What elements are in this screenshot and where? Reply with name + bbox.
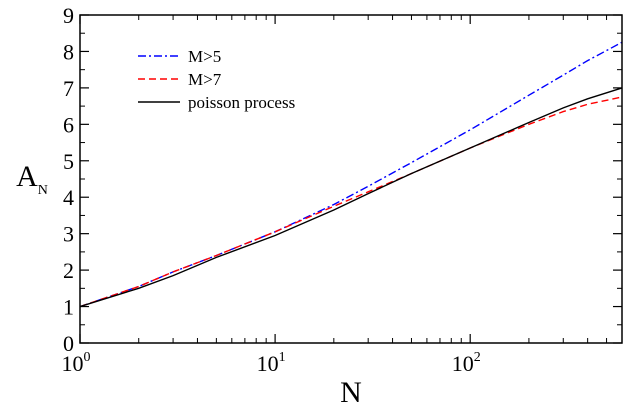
y-tick-label: 7 — [63, 76, 74, 101]
series-line-2 — [79, 96, 623, 308]
y-axis-label-subscript: N — [38, 183, 48, 198]
plot-frame — [79, 14, 623, 344]
y-tick-label: 6 — [63, 112, 74, 137]
y-tick-label: 9 — [63, 3, 74, 28]
legend-label-2: M>7 — [188, 70, 222, 89]
tick-labels-layer: 0 1 2 3 4 5 6 7 8 9 100 101 102 — [62, 3, 481, 376]
series-line-1 — [79, 41, 623, 308]
y-tick-label: 3 — [63, 222, 74, 247]
legend-label-1: M>5 — [188, 47, 221, 66]
y-tick-label: 0 — [63, 331, 74, 356]
y-tick-label: 1 — [63, 295, 74, 320]
y-axis-label-base: A — [16, 160, 38, 193]
series-layer — [79, 41, 623, 308]
legend-label-3: poisson process — [188, 93, 295, 112]
ticks-layer — [79, 14, 623, 344]
x-tick-label: 101 — [257, 350, 286, 376]
y-tick-label: 4 — [63, 185, 74, 210]
legend: M>5 M>7 poisson process — [138, 47, 295, 112]
x-tick-label: 102 — [452, 350, 481, 376]
y-tick-label: 2 — [63, 258, 74, 283]
x-axis-label: N — [340, 376, 362, 407]
y-axis-label: AN — [16, 160, 48, 198]
y-tick-label: 5 — [63, 149, 74, 174]
series-line-3 — [79, 87, 623, 308]
y-tick-label: 8 — [63, 39, 74, 64]
x-tick-label: 100 — [62, 350, 91, 376]
